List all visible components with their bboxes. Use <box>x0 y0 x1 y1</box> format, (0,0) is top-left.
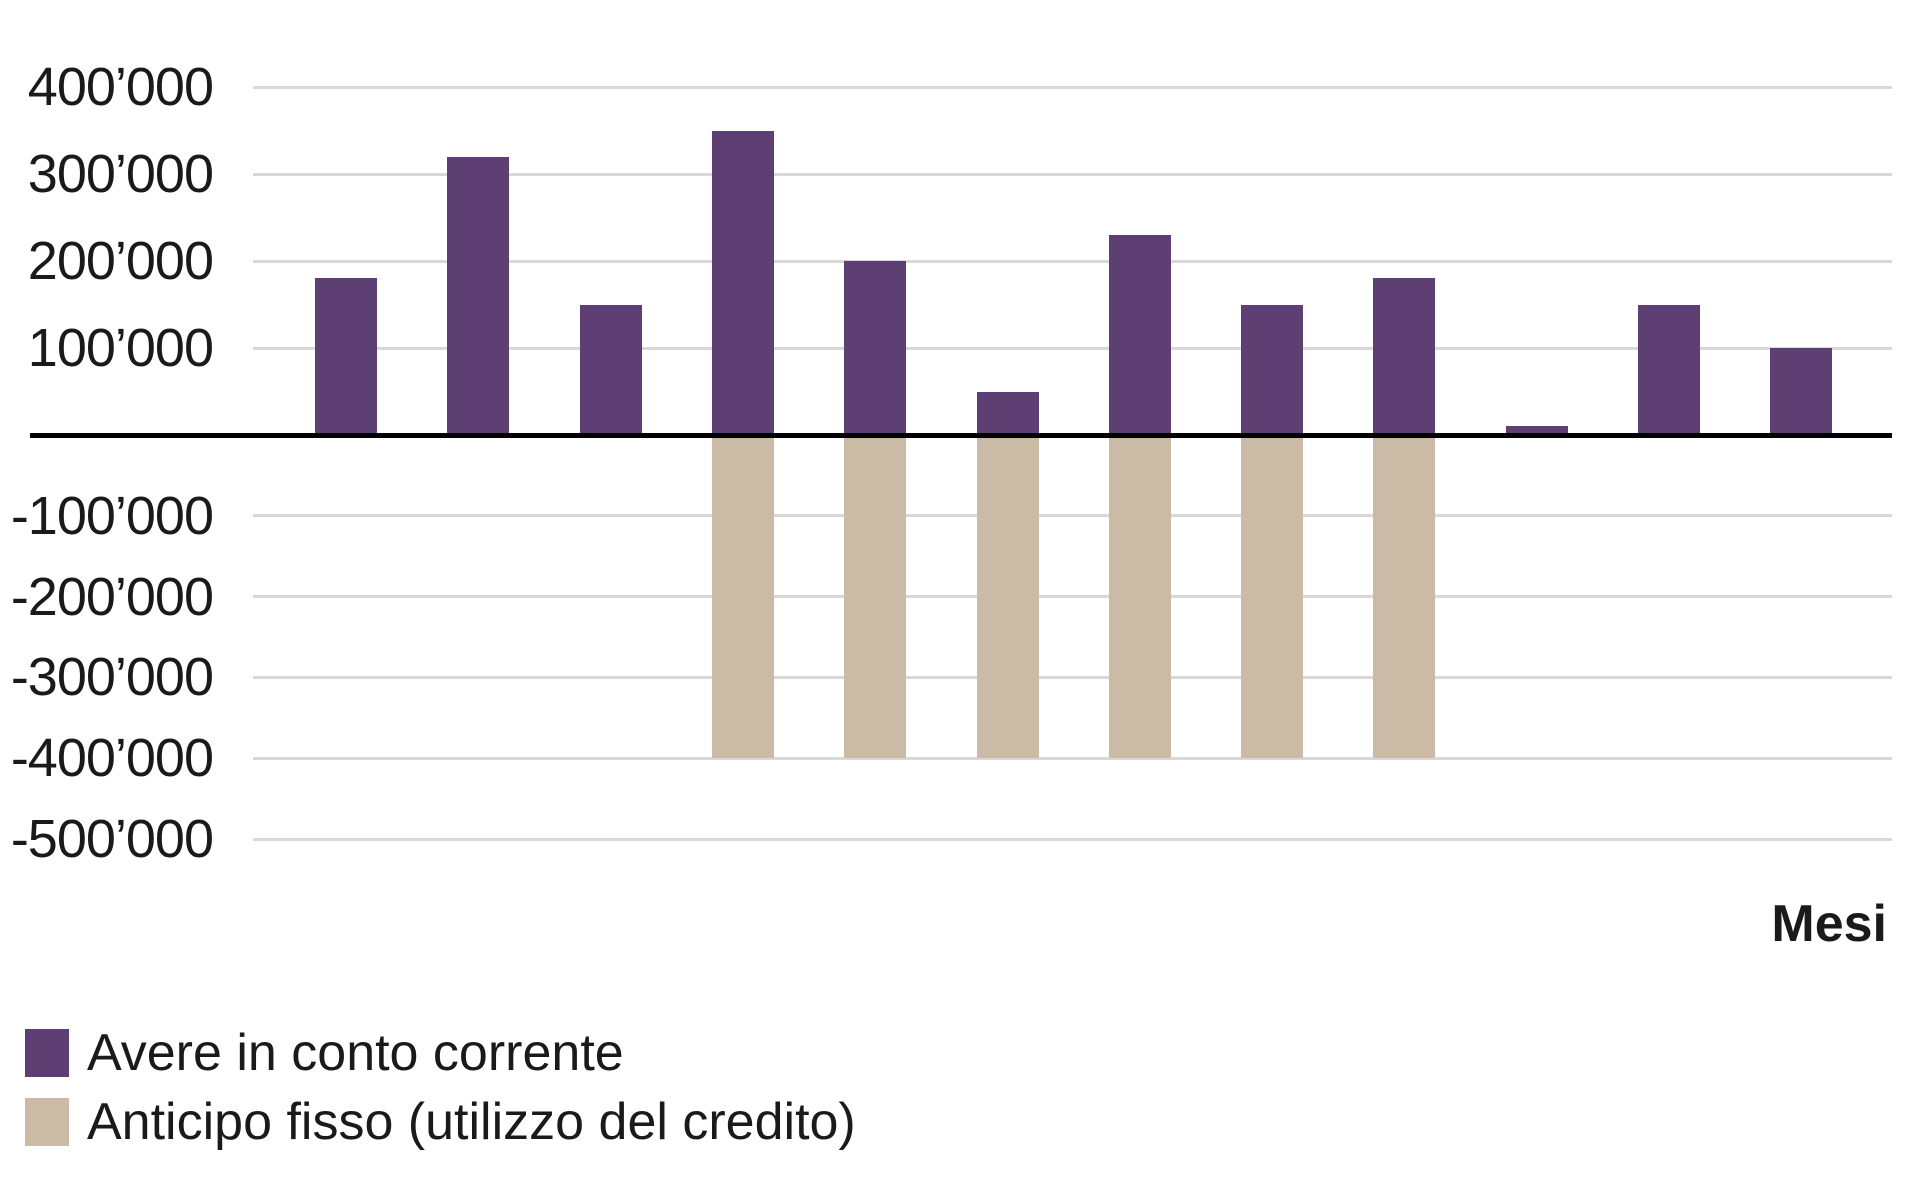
y-tick-label: 100’000 <box>27 318 214 378</box>
bar-avere-month-1 <box>315 278 377 435</box>
legend-label-anticipo: Anticipo fisso (utilizzo del credito) <box>87 1093 856 1151</box>
legend-label-avere: Avere in conto corrente <box>87 1024 624 1082</box>
bar-avere-month-2 <box>447 157 509 435</box>
y-tick-label: -500’000 <box>10 809 214 869</box>
bar-anticipo-month-8 <box>1241 435 1303 758</box>
bar-anticipo-month-7 <box>1109 435 1171 758</box>
gridline <box>253 347 1892 350</box>
y-tick-label: 400’000 <box>27 57 214 117</box>
bar-avere-month-12 <box>1770 348 1832 435</box>
bar-avere-month-7 <box>1109 235 1171 435</box>
y-tick-label: -300’000 <box>10 647 214 707</box>
bar-avere-month-9 <box>1373 278 1435 435</box>
bar-avere-month-8 <box>1241 305 1303 436</box>
y-tick-label: -100’000 <box>10 486 214 546</box>
gridline <box>253 260 1892 263</box>
legend-item-anticipo: Anticipo fisso (utilizzo del credito) <box>25 1095 856 1149</box>
legend-item-avere: Avere in conto corrente <box>25 1026 856 1080</box>
x-axis-title: Mesi <box>1771 895 1887 953</box>
bar-anticipo-month-6 <box>977 435 1039 758</box>
bar-avere-month-5 <box>844 261 906 435</box>
gridline <box>253 86 1892 89</box>
legend-swatch-avere <box>25 1029 69 1077</box>
bar-anticipo-month-4 <box>712 435 774 758</box>
gridline <box>253 676 1892 679</box>
legend-swatch-anticipo <box>25 1098 69 1146</box>
bar-anticipo-month-5 <box>844 435 906 758</box>
y-tick-label: 200’000 <box>27 231 214 291</box>
bar-avere-month-3 <box>580 305 642 436</box>
y-tick-label: -400’000 <box>10 728 214 788</box>
bar-avere-month-10 <box>1506 426 1568 435</box>
bar-avere-month-4 <box>712 131 774 436</box>
gridline <box>253 757 1892 760</box>
bar-avere-month-6 <box>977 392 1039 436</box>
gridline <box>253 514 1892 517</box>
y-tick-label: 300’000 <box>27 144 214 204</box>
bar-avere-month-11 <box>1638 305 1700 436</box>
bar-anticipo-month-9 <box>1373 435 1435 758</box>
legend: Avere in conto corrente Anticipo fisso (… <box>25 1026 856 1164</box>
y-tick-label: -200’000 <box>10 567 214 627</box>
gridline <box>253 173 1892 176</box>
x-axis-zero-line <box>30 433 1892 438</box>
gridline <box>253 838 1892 841</box>
gridline <box>253 595 1892 598</box>
